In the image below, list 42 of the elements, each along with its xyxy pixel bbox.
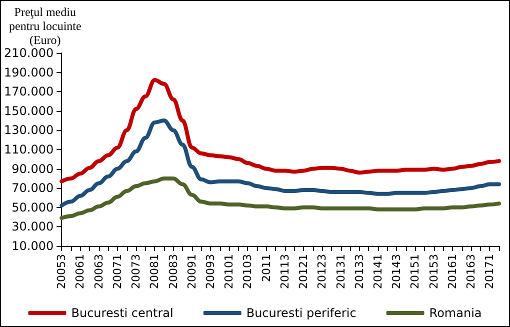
y-tick-label: 110.000 — [4, 142, 54, 156]
x-tick-label: 20081 — [148, 254, 162, 289]
x-tick-label: 20153 — [427, 254, 440, 289]
x-tick-label: 20151 — [408, 254, 422, 289]
x-tick-label: 20103 — [241, 254, 254, 289]
x-tick-label: 20061 — [74, 254, 87, 289]
x-tick-label: 20163 — [464, 254, 478, 289]
x-tick-label: 20083 — [166, 254, 180, 289]
y-tick-label: 70.000 — [12, 181, 54, 196]
line-series — [60, 118, 501, 208]
y-tick-label: 150.000 — [4, 104, 54, 118]
x-tick-label: 20063 — [92, 254, 106, 289]
y-axis-title: Preţul mediu pentru locuinte (Euro) — [9, 5, 82, 47]
x-tick-label: 20073 — [130, 254, 143, 289]
line-series — [60, 78, 501, 184]
legend-label: Bucuresti central — [71, 306, 174, 320]
x-tick-label: 20131 — [334, 254, 348, 289]
x-tick-label: 2011 — [260, 254, 273, 282]
y-tick-label: 90.000 — [12, 162, 54, 176]
x-tick-label: 20123 — [316, 254, 329, 289]
x-tick-label: 20091 — [185, 254, 198, 289]
y-tick-label: 10.000 — [12, 239, 54, 253]
y-tick-label: 30.000 — [12, 220, 54, 234]
x-tick-label: 20171 — [483, 254, 496, 289]
x-tick-label: 20053 — [55, 254, 68, 289]
legend-label: Bucuresti periferic — [246, 306, 356, 320]
y-tick-label: 210.000 — [4, 46, 54, 60]
y-tick-label: 130.000 — [4, 123, 54, 138]
x-tick-label: 20121 — [297, 254, 310, 289]
y-tick-label: 170.000 — [4, 84, 54, 99]
x-tick-label: 20161 — [446, 254, 459, 289]
x-tick-label: 20101 — [222, 254, 236, 289]
x-tick-label: 20113 — [278, 254, 292, 289]
x-tick-label: 20133 — [352, 254, 366, 289]
x-tick-label: 20093 — [204, 254, 218, 289]
legend-label: Romania — [429, 306, 482, 320]
x-tick-label: 20143 — [390, 254, 404, 289]
line-series — [60, 176, 501, 220]
y-tick-label: 190.000 — [4, 65, 54, 80]
x-tick-label: 20141 — [372, 254, 385, 289]
x-tick-label: 20071 — [110, 254, 124, 289]
y-tick-label: 50.000 — [12, 200, 54, 214]
